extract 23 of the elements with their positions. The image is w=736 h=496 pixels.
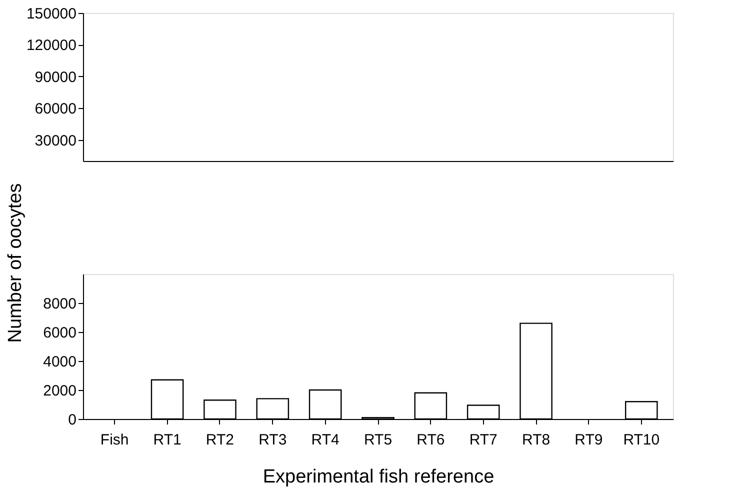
x-tick-label: RT4 <box>311 432 340 448</box>
y-tick-label: 120000 <box>26 37 76 54</box>
y-tick-label: 4000 <box>43 354 76 370</box>
x-tick-label: RT8 <box>522 432 550 448</box>
x-tick-label: RT5 <box>364 432 392 448</box>
x-tick-label: RT1 <box>153 432 182 448</box>
y-tick-label: 150000 <box>26 6 76 22</box>
x-tick-label: RT6 <box>416 432 445 448</box>
x-tick-label: RT7 <box>469 432 498 448</box>
y-tick-label: 2000 <box>43 382 76 400</box>
y-tick-label: 8000 <box>43 296 76 312</box>
y-tick-label: 6000 <box>43 324 76 342</box>
x-tick-label: RT10 <box>623 432 660 448</box>
x-tick-label: RT2 <box>206 432 234 448</box>
y-tick-label: 0 <box>68 412 76 428</box>
x-tick-label: Fish <box>100 432 129 448</box>
x-tick-label: RT9 <box>574 432 603 448</box>
y-tick-label: 60000 <box>34 100 76 118</box>
y-tick-label: 30000 <box>34 132 76 150</box>
y-axis-title: Number of oocytes <box>5 183 26 343</box>
x-axis-title: Experimental fish reference <box>262 466 494 488</box>
x-tick-label: RT3 <box>258 432 287 448</box>
y-tick-label: 90000 <box>34 68 76 86</box>
